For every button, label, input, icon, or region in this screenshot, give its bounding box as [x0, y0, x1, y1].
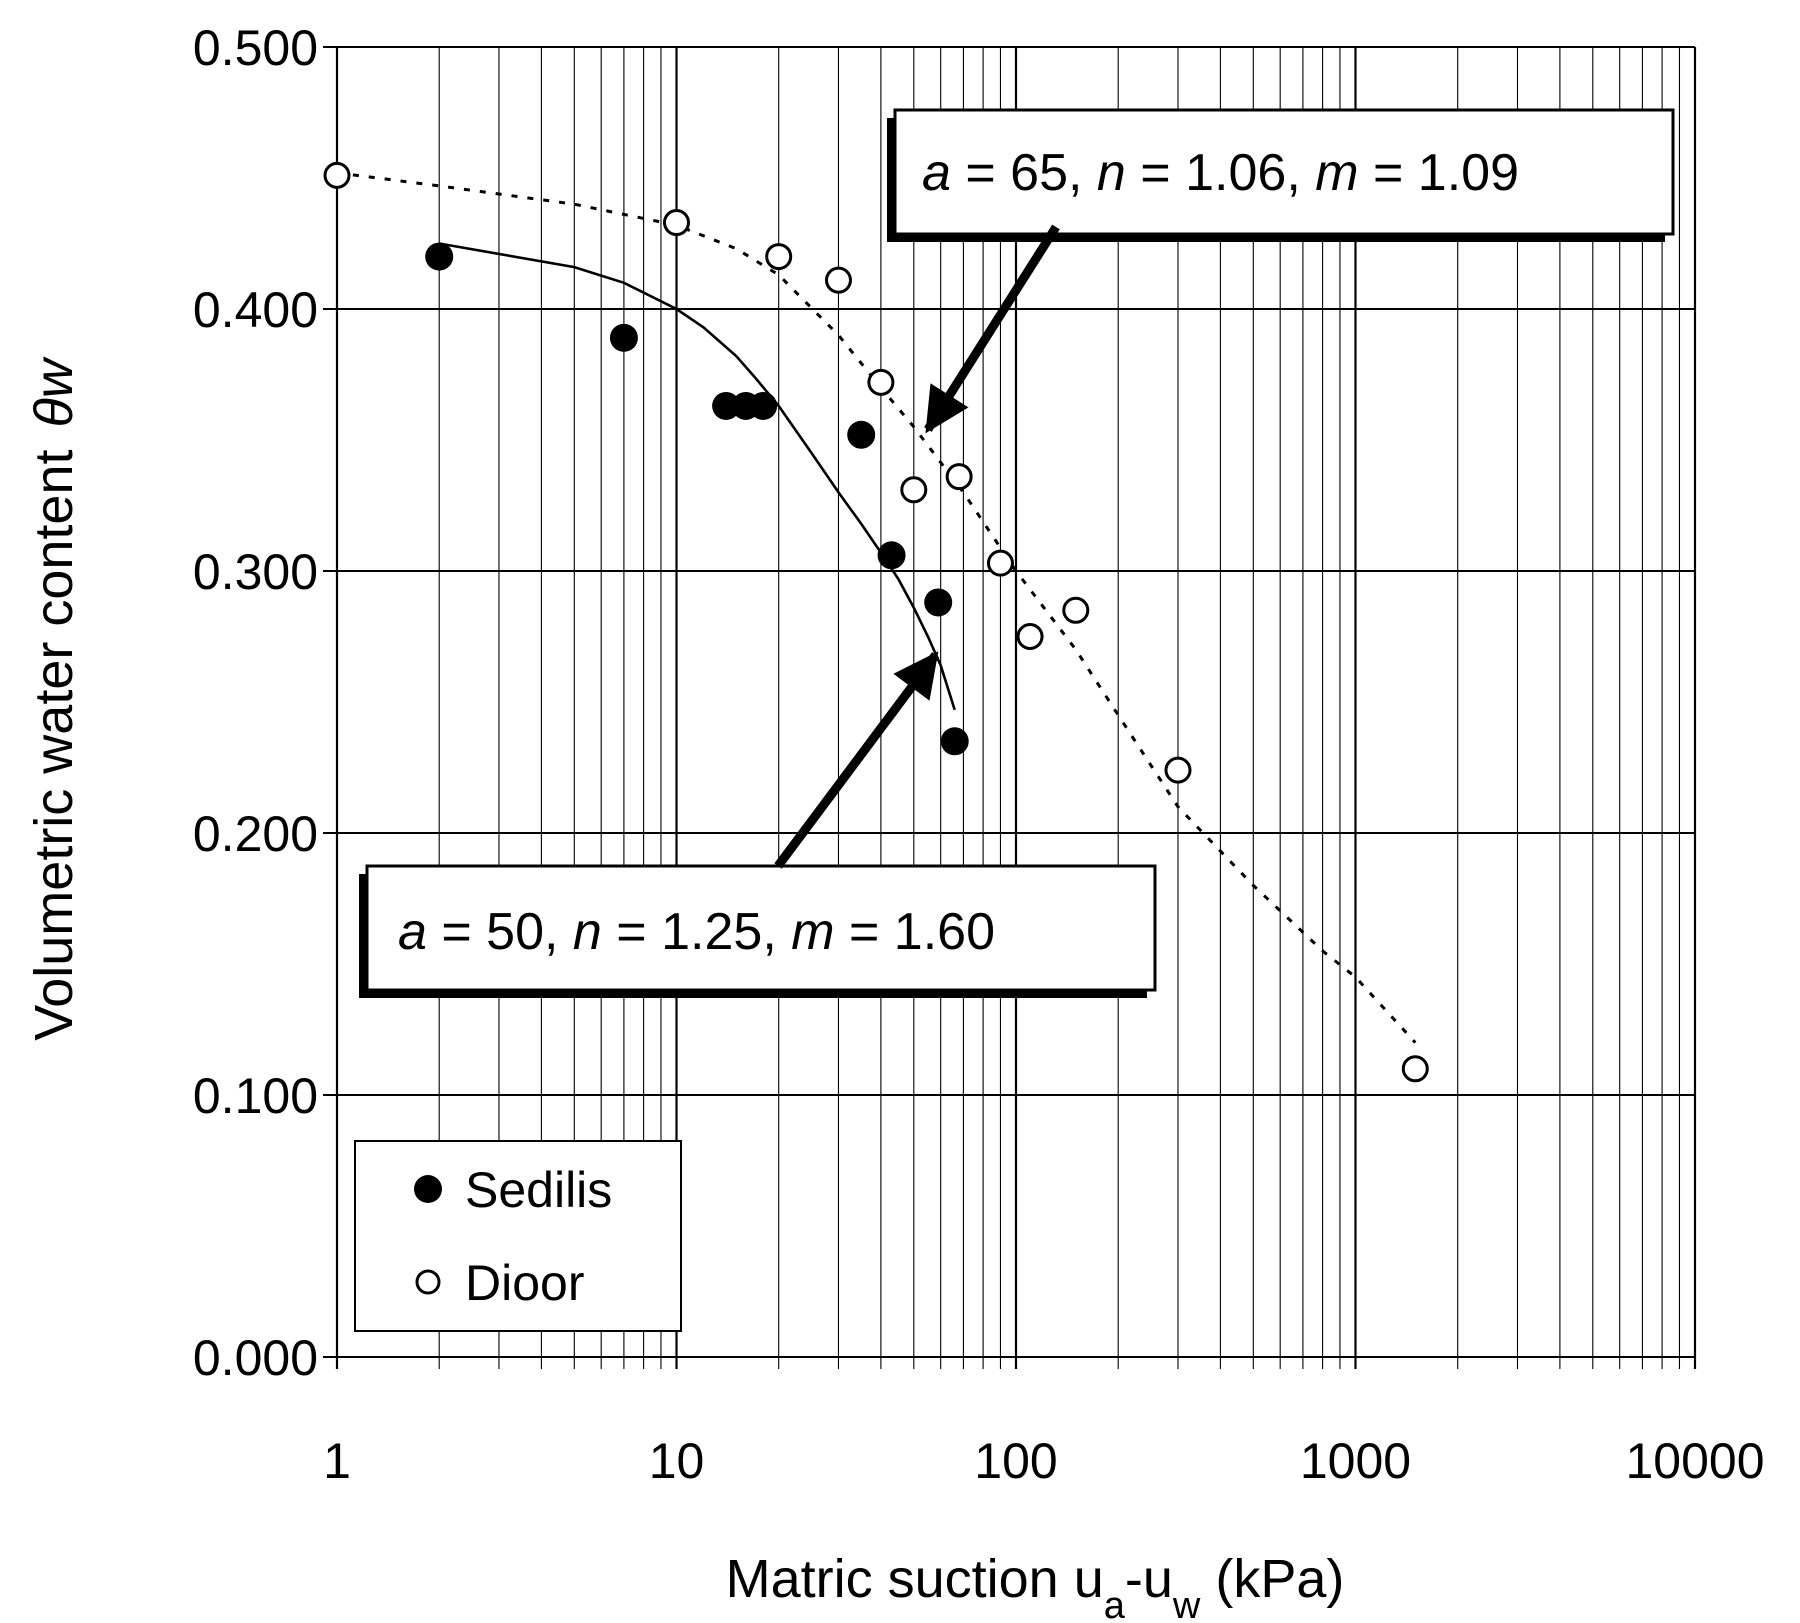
annotation-text-part: = 1.09	[1359, 144, 1519, 202]
legend: Sedilis Dioor	[354, 1140, 682, 1332]
dioor-point	[1164, 756, 1192, 784]
annotation-text: a = 50, n = 1.25, m = 1.60	[398, 903, 995, 961]
dioor-fit-curve	[336, 171, 1417, 1044]
y-tick-label: 0.300	[193, 544, 318, 600]
data-points	[323, 161, 1429, 1083]
sedilis-point	[940, 727, 969, 756]
annotation-text-part: a	[922, 144, 951, 202]
annotation-box	[365, 864, 1157, 992]
x-tick-label: 10000	[1625, 1433, 1764, 1489]
annotation-text-part: n	[1097, 144, 1126, 202]
dioor-point	[824, 266, 852, 294]
dioor-point	[663, 209, 690, 237]
annotation-text-part: n	[573, 903, 602, 961]
annotation-text-part: = 1.06,	[1126, 144, 1315, 202]
x-tick-label: 1	[323, 1433, 351, 1489]
annotation-text-part: = 1.25,	[602, 903, 791, 961]
x-tick-label: 1000	[1300, 1433, 1411, 1489]
dioor-point	[867, 368, 895, 396]
legend-marker-dioor	[415, 1269, 441, 1295]
annotation-text-part: m	[791, 903, 834, 961]
x-tick-label: 10	[649, 1433, 705, 1489]
dioor-point	[765, 243, 793, 271]
sedilis-point	[425, 242, 454, 271]
y-tick-label: 0.400	[193, 282, 318, 338]
sedilis-point	[712, 391, 741, 420]
sedilis-point	[924, 588, 953, 617]
dioor-point	[1016, 623, 1044, 650]
legend-label-dioor: Dioor	[465, 1255, 584, 1311]
annotation-text-part: = 1.60	[835, 903, 995, 961]
annotation-arrow	[924, 224, 1060, 434]
dioor-point	[1401, 1055, 1429, 1083]
annotation-text: a = 65, n = 1.06, m = 1.09	[922, 144, 1519, 202]
annotation-arrow	[774, 651, 940, 869]
legend-box	[354, 1140, 682, 1332]
y-tick-label: 0.200	[193, 806, 318, 862]
sedilis-point	[847, 420, 876, 449]
annotation-text-part: m	[1315, 144, 1358, 202]
annotation-text-part: a	[398, 903, 427, 961]
y-tick-label: 0.100	[193, 1068, 318, 1124]
x-tick-label: 100	[974, 1433, 1057, 1489]
annotation-text-part: = 50,	[427, 903, 573, 961]
dioor-point	[945, 463, 973, 491]
y-tick-label: 0.000	[193, 1330, 318, 1386]
dioor-point	[986, 549, 1014, 577]
annotation-text-part: = 65,	[951, 144, 1097, 202]
sedilis-fit-curve	[438, 242, 956, 711]
fit-curves	[336, 171, 1417, 1044]
legend-marker-sedilis	[414, 1175, 442, 1203]
sedilis-point	[749, 391, 778, 420]
legend-label-sedilis: Sedilis	[465, 1162, 612, 1218]
dioor-point	[323, 161, 351, 189]
sedilis-point	[877, 541, 906, 570]
x-axis-title: Matric suction ua-uw (kPa)	[726, 1549, 1345, 1623]
annotations: a = 65, n = 1.06, m = 1.09a = 50, n = 1.…	[359, 108, 1675, 998]
dioor-point	[1062, 596, 1090, 624]
y-axis-title: Volumetric water contentθw	[24, 356, 84, 1041]
sedilis-point	[609, 323, 638, 352]
annotation-box	[893, 108, 1675, 236]
y-tick-label: 0.500	[193, 20, 318, 76]
tick-labels: 1 10 100 1000 10000 0.000 0.100 0.200 0.300 0.400…	[193, 20, 1765, 1489]
dioor-point	[900, 476, 928, 504]
